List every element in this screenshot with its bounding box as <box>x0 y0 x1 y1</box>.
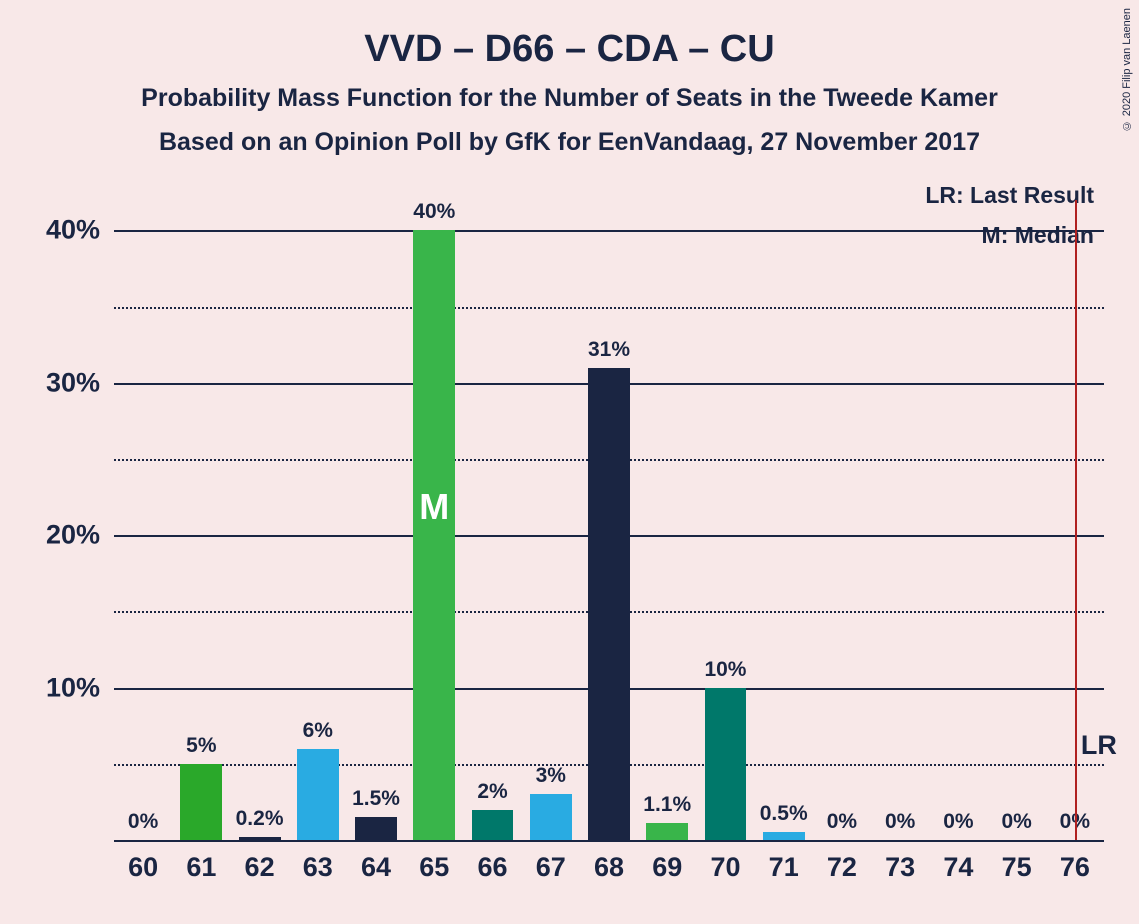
x-tick-label: 66 <box>477 840 507 883</box>
bar: 3% <box>530 794 572 840</box>
bar-value-label: 40% <box>413 200 455 230</box>
bar: 0.2% <box>239 837 281 840</box>
bar-value-label: 0% <box>1001 810 1031 840</box>
bar-value-label: 0% <box>827 810 857 840</box>
x-tick-label: 74 <box>943 840 973 883</box>
x-tick-label: 69 <box>652 840 682 883</box>
chart-plot-area: LR: Last Result M: Median 40%30%20%10%60… <box>114 200 1104 840</box>
bar: 5% <box>180 764 222 840</box>
last-result-line <box>1075 200 1077 840</box>
bar-value-label: 5% <box>186 734 216 764</box>
chart-subtitle-2: Based on an Opinion Poll by GfK for EenV… <box>0 128 1139 157</box>
bar-value-label: 0% <box>885 810 915 840</box>
legend-median: M: Median <box>982 222 1094 249</box>
x-tick-label: 72 <box>827 840 857 883</box>
bar-value-label: 2% <box>477 780 507 810</box>
x-tick-label: 62 <box>245 840 275 883</box>
bar: 31% <box>588 368 630 840</box>
last-result-label: LR <box>1081 730 1117 761</box>
x-tick-label: 68 <box>594 840 624 883</box>
legend-last-result: LR: Last Result <box>925 182 1094 209</box>
x-tick-label: 61 <box>186 840 216 883</box>
copyright-text: © 2020 Filip van Laenen <box>1121 8 1133 131</box>
bar-value-label: 0.2% <box>236 807 284 837</box>
bar: 6% <box>297 749 339 840</box>
x-tick-label: 76 <box>1060 840 1090 883</box>
bar-value-label: 10% <box>704 658 746 688</box>
bar-value-label: 1.1% <box>643 793 691 823</box>
chart-subtitle-1: Probability Mass Function for the Number… <box>0 84 1139 113</box>
bar-value-label: 31% <box>588 338 630 368</box>
gridline <box>114 307 1104 309</box>
x-tick-label: 70 <box>710 840 740 883</box>
bar: 2% <box>472 810 514 840</box>
x-tick-label: 63 <box>303 840 333 883</box>
x-tick-label: 71 <box>769 840 799 883</box>
bar-value-label: 0% <box>943 810 973 840</box>
y-tick-label: 40% <box>46 215 114 246</box>
y-tick-label: 30% <box>46 367 114 398</box>
bar: 10% <box>705 688 747 840</box>
x-tick-label: 60 <box>128 840 158 883</box>
bar: 40%M <box>413 230 455 840</box>
x-tick-label: 75 <box>1002 840 1032 883</box>
bar-value-label: 1.5% <box>352 787 400 817</box>
y-tick-label: 20% <box>46 520 114 551</box>
bar-value-label: 6% <box>303 719 333 749</box>
y-tick-label: 10% <box>46 672 114 703</box>
chart-title: VVD – D66 – CDA – CU <box>0 28 1139 71</box>
x-tick-label: 65 <box>419 840 449 883</box>
bar-value-label: 3% <box>536 764 566 794</box>
x-tick-label: 64 <box>361 840 391 883</box>
bar-value-label: 0.5% <box>760 802 808 832</box>
gridline <box>114 230 1104 232</box>
bar-value-label: 0% <box>128 810 158 840</box>
median-marker: M <box>419 486 449 528</box>
bar: 1.1% <box>646 823 688 840</box>
bar: 1.5% <box>355 817 397 840</box>
x-tick-label: 67 <box>536 840 566 883</box>
x-tick-label: 73 <box>885 840 915 883</box>
bar: 0.5% <box>763 832 805 840</box>
